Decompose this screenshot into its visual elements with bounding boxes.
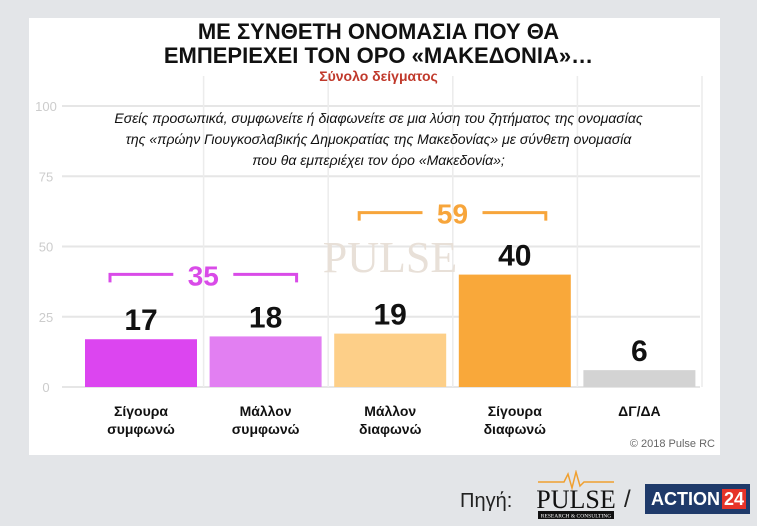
x-tick-label: Μάλλον: [240, 403, 292, 419]
y-tick-label: 100: [35, 99, 57, 114]
x-tick-label: συμφωνώ: [232, 421, 300, 437]
bar: [583, 370, 696, 387]
group-bracket: [357, 211, 548, 221]
bar: [209, 336, 322, 387]
bar: [85, 339, 197, 387]
x-tick-label: Σίγουρα: [114, 403, 168, 419]
question-line: που θα εμπεριέχει τον όρο «Μακεδονία»;: [252, 152, 505, 168]
y-tick-label: 0: [42, 380, 49, 395]
x-tick-label: διαφωνώ: [484, 421, 547, 437]
title-line: ΜΕ ΣΥΝΘΕΤΗ ΟΝΟΜΑΣΙΑ ΠΟΥ ΘΑ: [197, 19, 560, 44]
question-line: Εσείς προσωπικά, συμφωνείτε ή διαφωνείτε…: [114, 110, 643, 126]
action24-logo: ACTION 24: [645, 484, 750, 514]
svg-text:RESEARCH & CONSULTING: RESEARCH & CONSULTING: [541, 514, 611, 520]
copyright: © 2018 Pulse RC: [629, 438, 715, 450]
group-bracket: [108, 272, 299, 283]
watermark: PULSE: [323, 233, 457, 282]
x-tick-label: ΔΓ/ΔΑ: [618, 403, 661, 419]
y-tick-label: 75: [39, 169, 53, 184]
group-total-label: 35: [188, 260, 219, 291]
data-label: 18: [249, 301, 282, 334]
x-tick-label: Μάλλον: [364, 403, 416, 419]
data-label: 6: [631, 335, 648, 368]
title-line: ΕΜΠΕΡΙΕΧΕΙ ΤΟΝ ΟΡΟ «ΜΑΚΕΔΟΝΙΑ»…: [163, 43, 594, 68]
source-label: Πηγή:: [460, 490, 513, 512]
chart-subtitle: Σύνολο δείγματος: [319, 68, 438, 84]
bar: [458, 274, 571, 387]
y-tick-label: 25: [39, 310, 53, 325]
data-label: 17: [124, 304, 157, 337]
separator: /: [624, 486, 631, 513]
svg-text:PULSE: PULSE: [536, 485, 615, 514]
y-tick-label: 50: [39, 240, 53, 255]
group-total-label: 59: [437, 199, 468, 230]
question-text: Εσείς προσωπικά, συμφωνείτε ή διαφωνείτε…: [0, 108, 757, 171]
question-line: της «πρώην Γιουγκοσλαβικής Δημοκρατίας τ…: [125, 131, 632, 147]
x-tick-label: διαφωνώ: [359, 421, 422, 437]
chart-title: ΜΕ ΣΥΝΘΕΤΗ ΟΝΟΜΑΣΙΑ ΠΟΥ ΘΑ ΕΜΠΕΡΙΕΧΕΙ ΤΟ…: [0, 20, 757, 68]
pulse-logo: PULSE RESEARCH & CONSULTING: [536, 470, 616, 520]
x-tick-label: συμφωνώ: [107, 421, 175, 437]
data-label: 40: [498, 240, 531, 273]
data-label: 19: [374, 299, 407, 332]
bar: [334, 333, 447, 387]
x-tick-label: Σίγουρα: [488, 403, 542, 419]
